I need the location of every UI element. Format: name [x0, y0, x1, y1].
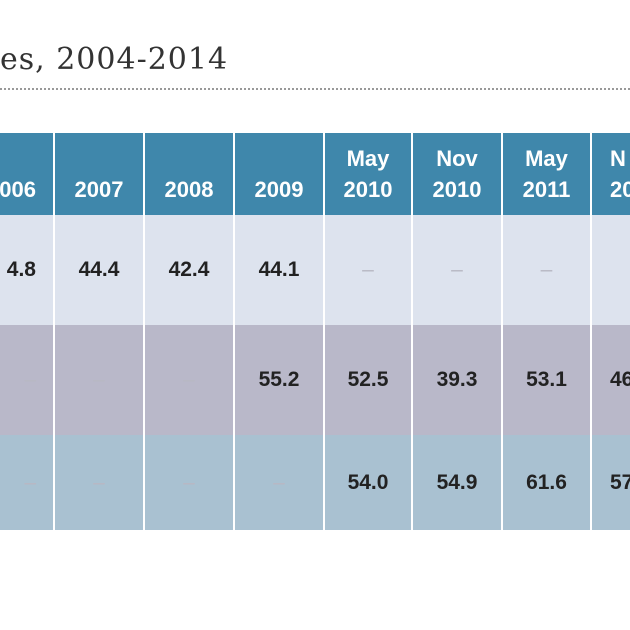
- table-cell: –: [235, 435, 325, 530]
- cell-text: 4.8: [6, 258, 36, 281]
- table-cell: 53.1: [503, 325, 592, 435]
- header-cell: May 2011: [503, 133, 592, 215]
- cell-text: 57: [610, 470, 630, 494]
- table-cell: 4.8: [0, 215, 55, 325]
- table-cell: –: [503, 215, 592, 325]
- cell-text: –: [273, 470, 285, 494]
- table-cell: 54.0: [325, 435, 413, 530]
- table-cell: 55.2: [235, 325, 325, 435]
- cell-text: –: [183, 368, 195, 391]
- table-cell: 54.9: [413, 435, 503, 530]
- table-cell: 42.4: [145, 215, 235, 325]
- cell-text: 44.1: [258, 258, 300, 281]
- cell-text: 53.1: [526, 368, 567, 391]
- table-cell: 46: [592, 325, 630, 435]
- table-cell: –: [0, 435, 55, 530]
- header-text: May: [525, 146, 568, 171]
- header-cell: 2007: [55, 133, 145, 215]
- header-cell: 2009: [235, 133, 325, 215]
- cell-text: 52.5: [347, 368, 389, 391]
- header-text: May: [346, 146, 390, 171]
- header-text: 2008: [164, 177, 214, 202]
- table-cell: –: [55, 435, 145, 530]
- table-cell: –: [325, 215, 413, 325]
- table-cell: 44.4: [55, 215, 145, 325]
- table-cell: [592, 215, 630, 325]
- dotted-rule: [0, 88, 630, 90]
- cell-text: –: [93, 368, 105, 391]
- table-cell: –: [0, 325, 55, 435]
- header-cell: Nov 2010: [413, 133, 503, 215]
- cell-text: –: [183, 470, 195, 494]
- cell-text: 54.9: [436, 470, 478, 494]
- header-text: Nov: [436, 146, 478, 171]
- header-text: 2010: [343, 177, 393, 202]
- table-cell: –: [55, 325, 145, 435]
- cell-text: 61.6: [526, 470, 567, 494]
- header-cell: May 2010: [325, 133, 413, 215]
- cell-text: 46: [610, 368, 630, 391]
- cell-text: –: [93, 470, 105, 494]
- header-text: 006: [0, 177, 36, 202]
- cell-text: –: [540, 258, 553, 281]
- cell-text: 55.2: [258, 368, 300, 391]
- table-cell: –: [413, 215, 503, 325]
- cell-text: 54.0: [347, 470, 389, 494]
- cell-text: 39.3: [436, 368, 478, 391]
- cell-text: –: [451, 258, 463, 281]
- header-text: 20: [610, 177, 630, 202]
- header-text: 2009: [254, 177, 304, 202]
- header-text: 2007: [74, 177, 124, 202]
- table-cell: 52.5: [325, 325, 413, 435]
- cell-text: –: [24, 470, 36, 494]
- cell-text: 42.4: [168, 258, 210, 281]
- table-cell: –: [145, 435, 235, 530]
- header-text: 2010: [432, 177, 482, 202]
- cell-text: 44.4: [78, 258, 120, 281]
- table-cell: 39.3: [413, 325, 503, 435]
- table-cell: 57: [592, 435, 630, 530]
- cell-text: –: [362, 258, 374, 281]
- cell-text: –: [24, 368, 36, 391]
- header-text: 2011: [522, 177, 571, 202]
- header-cell: 006: [0, 133, 55, 215]
- header-cell: 2008: [145, 133, 235, 215]
- table-cell: 61.6: [503, 435, 592, 530]
- table-cell: –: [145, 325, 235, 435]
- header-cell: N 20: [592, 133, 630, 215]
- title: es, 2004-2014: [0, 42, 229, 77]
- table-cell: 44.1: [235, 215, 325, 325]
- header-text: N: [610, 146, 626, 171]
